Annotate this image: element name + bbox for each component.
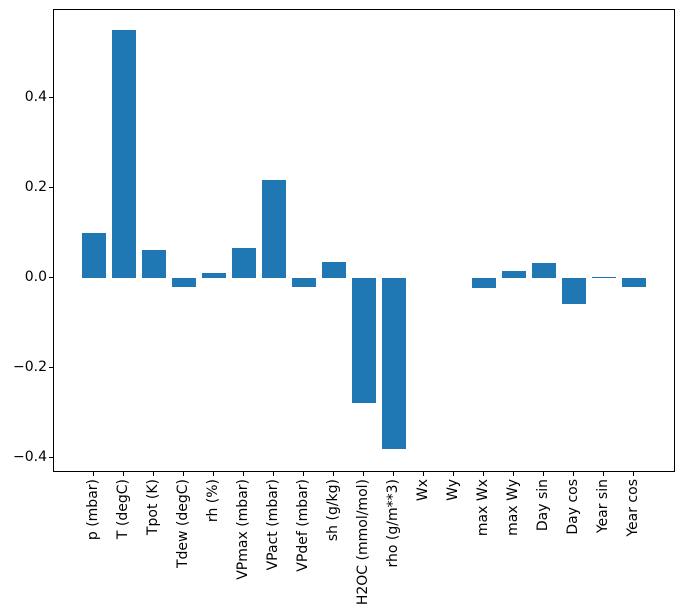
x-tick-label: T (degC) [114,478,131,539]
x-tick-mark [362,471,364,476]
x-tick-mark [182,471,184,476]
y-tick-mark [49,96,53,98]
bar [382,277,406,450]
x-tick-mark [152,471,154,476]
bar [562,277,586,305]
x-tick-label: VPact (mbar) [264,478,281,570]
bar [532,262,556,278]
x-tick-label: Day sin [534,478,551,531]
bar [502,271,526,278]
x-tick-mark [512,471,514,476]
x-tick-label: VPdef (mbar) [294,478,311,572]
x-tick-label: Year cos [624,478,641,537]
x-tick-mark [422,471,424,476]
plot-area [53,9,675,472]
x-tick-label: Year sin [594,478,611,533]
y-tick-label: 0.2 [24,179,47,196]
y-tick-mark [49,456,53,458]
y-tick-label: −0.4 [13,449,47,466]
y-tick-mark [49,366,53,368]
bar [322,262,346,278]
x-tick-mark [242,471,244,476]
x-tick-mark [602,471,604,476]
bar [472,277,496,288]
x-tick-mark [212,471,214,476]
x-tick-label: p (mbar) [84,478,101,540]
x-tick-label: max Wx [474,478,491,536]
x-tick-mark [392,471,394,476]
bar [232,248,256,278]
y-tick-label: 0.4 [24,89,47,106]
bar [622,277,646,288]
bar [82,232,106,278]
bar [592,276,616,278]
x-tick-label: Day cos [564,478,581,535]
y-tick-mark [49,186,53,188]
x-tick-label: sh (g/kg) [324,478,341,541]
x-tick-mark [542,471,544,476]
x-tick-label: rho (g/m**3) [384,478,401,567]
x-tick-mark [302,471,304,476]
bar [112,30,136,278]
bar [292,277,316,288]
y-tick-mark [49,276,53,278]
x-tick-mark [452,471,454,476]
x-tick-mark [272,471,274,476]
x-tick-label: H2OC (mmol/mol) [354,478,371,605]
bar [142,249,166,278]
bar [352,277,376,403]
x-tick-label: Tpot (K) [144,478,161,535]
bar [262,179,286,278]
bar [172,277,196,288]
x-tick-mark [482,471,484,476]
x-tick-mark [632,471,634,476]
x-tick-label: VPmax (mbar) [234,478,251,580]
x-tick-mark [332,471,334,476]
x-tick-label: rh (%) [204,478,221,522]
x-tick-mark [92,471,94,476]
x-tick-label: Tdew (degC) [174,478,191,568]
x-tick-label: Wy [444,478,461,501]
y-tick-label: −0.2 [13,359,47,376]
x-tick-label: Wx [414,478,431,501]
y-tick-label: 0.0 [24,269,47,286]
x-tick-mark [572,471,574,476]
bar [202,272,226,278]
x-tick-mark [122,471,124,476]
x-tick-label: max Wy [504,478,521,536]
